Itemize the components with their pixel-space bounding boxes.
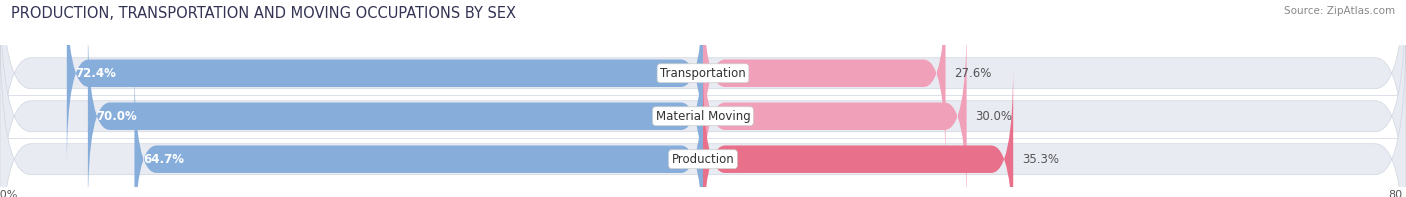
- Text: Material Moving: Material Moving: [655, 110, 751, 123]
- FancyBboxPatch shape: [0, 24, 1406, 197]
- Text: Production: Production: [672, 153, 734, 166]
- FancyBboxPatch shape: [703, 22, 967, 197]
- FancyBboxPatch shape: [703, 66, 1014, 197]
- FancyBboxPatch shape: [135, 66, 703, 197]
- Text: 35.3%: 35.3%: [1022, 153, 1059, 166]
- Text: 27.6%: 27.6%: [955, 67, 991, 80]
- FancyBboxPatch shape: [66, 0, 703, 167]
- Text: 64.7%: 64.7%: [143, 153, 184, 166]
- Text: 72.4%: 72.4%: [76, 67, 117, 80]
- FancyBboxPatch shape: [87, 22, 703, 197]
- Text: Source: ZipAtlas.com: Source: ZipAtlas.com: [1284, 6, 1395, 16]
- Text: Transportation: Transportation: [661, 67, 745, 80]
- Text: 30.0%: 30.0%: [976, 110, 1012, 123]
- Text: 70.0%: 70.0%: [97, 110, 138, 123]
- FancyBboxPatch shape: [703, 0, 945, 167]
- Text: PRODUCTION, TRANSPORTATION AND MOVING OCCUPATIONS BY SEX: PRODUCTION, TRANSPORTATION AND MOVING OC…: [11, 6, 516, 21]
